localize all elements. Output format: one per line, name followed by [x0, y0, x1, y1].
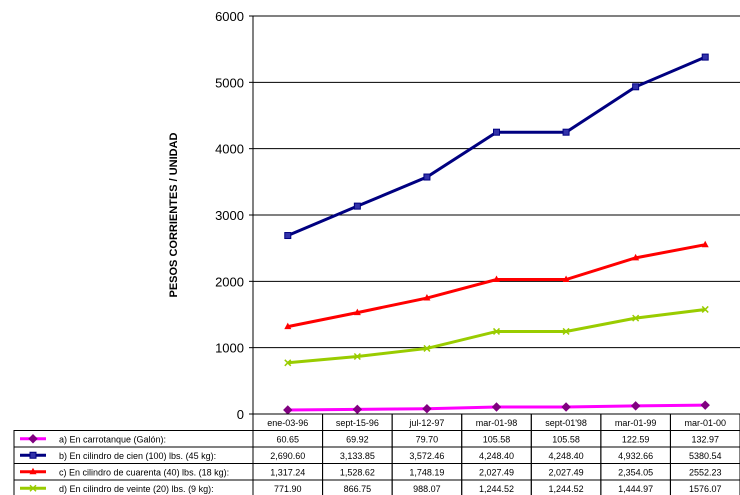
data-point-marker	[493, 128, 500, 136]
data-value-label: 122.59	[622, 435, 650, 445]
data-value-label: 79.70	[416, 435, 439, 445]
x-category-label: jul-12-97	[408, 418, 444, 428]
data-value-label: 105.58	[552, 435, 580, 445]
data-value-label: 2552.23	[689, 468, 722, 478]
data-value-label: 2,027.49	[479, 468, 514, 478]
data-point-marker	[29, 467, 37, 475]
data-value-label: 4,248.40	[479, 451, 514, 461]
grid-layer	[253, 15, 740, 415]
data-value-label: 3,133.85	[340, 451, 375, 461]
data-value-label: 105.58	[483, 435, 511, 445]
data-point-marker	[423, 344, 431, 352]
data-point-marker	[561, 402, 571, 412]
data-value-label: 1,244.52	[479, 484, 514, 494]
y-axis: 0 1000 2000 3000 4000 5000 6000	[215, 9, 254, 422]
x-category-label: mar-01-98	[476, 418, 518, 428]
data-value-label: 69.92	[346, 435, 369, 445]
x-category-label: sept-15-96	[336, 418, 379, 428]
data-value-label: 3,572.46	[409, 451, 444, 461]
data-point-marker	[353, 202, 361, 210]
series-line	[287, 55, 706, 237]
data-value-label: 866.75	[344, 484, 372, 494]
data-value-label: 4,248.40	[549, 451, 584, 461]
data-value-label: 1,528.62	[340, 468, 375, 478]
x-category-label: mar-01-99	[615, 418, 657, 428]
x-category-label: mar-01-00	[684, 418, 726, 428]
data-point-marker	[562, 275, 570, 283]
data-value-label: 771.90	[274, 484, 302, 494]
series-3	[284, 305, 709, 367]
y-tick-label: 2000	[215, 274, 244, 289]
series-layer	[283, 53, 710, 415]
data-point-marker	[352, 404, 363, 415]
data-value-label: 1,748.19	[409, 468, 444, 478]
data-value-label: 60.65	[277, 435, 300, 445]
series-1	[284, 53, 709, 240]
data-value-label: 4,932.66	[618, 451, 653, 461]
data-point-marker	[632, 83, 640, 91]
data-value-label: 988.07	[413, 484, 441, 494]
legend-label: d) En cilindro de veinte (20) lbs. (9 kg…	[59, 484, 214, 494]
y-tick-label: 6000	[215, 9, 244, 24]
series-line	[287, 307, 706, 365]
x-category-label: ene-03-96	[267, 418, 308, 428]
data-point-marker	[493, 275, 500, 283]
data-point-marker	[632, 253, 640, 261]
data-point-marker	[562, 327, 570, 335]
y-axis-title: PESOS CORRIENTES / UNIDAD	[168, 132, 180, 297]
legend-label: b) En cilindro de cien (100) lbs. (45 kg…	[59, 451, 216, 461]
data-point-marker	[562, 128, 570, 136]
data-point-marker	[283, 405, 293, 415]
data-point-marker	[29, 484, 37, 492]
data-value-label: 5380.54	[689, 451, 722, 461]
data-value-label: 1,444.97	[618, 484, 653, 494]
y-tick-label: 3000	[215, 208, 244, 223]
data-value-label: 1576.07	[689, 484, 722, 494]
data-value-label: 132.97	[691, 435, 719, 445]
data-point-marker	[701, 240, 709, 248]
data-point-marker	[353, 352, 361, 361]
legend-label: c) En cilindro de cuarenta (40) lbs. (18…	[59, 468, 229, 478]
data-point-marker	[29, 451, 37, 459]
data-point-marker	[701, 53, 709, 61]
data-point-marker	[422, 404, 432, 414]
data-value-label: 2,354.05	[618, 468, 653, 478]
y-tick-label: 4000	[215, 142, 244, 157]
series-line	[287, 243, 706, 329]
data-table: ene-03-96 sept-15-96 jul-12-97 mar-01-98 sep…	[13, 413, 740, 495]
y-tick-label: 0	[237, 407, 244, 422]
data-point-marker	[423, 294, 431, 301]
data-point-marker	[284, 322, 292, 330]
legend-label: a) En carrotanque (Galón):	[59, 435, 166, 445]
data-point-marker	[423, 173, 431, 181]
data-point-marker	[353, 308, 361, 316]
data-point-marker	[630, 401, 641, 411]
data-point-marker	[28, 434, 38, 444]
table-cell	[669, 479, 740, 495]
data-point-marker	[700, 400, 710, 410]
data-value-label: 1,244.52	[549, 484, 584, 494]
data-point-marker	[284, 359, 292, 367]
data-point-marker	[701, 305, 709, 313]
y-tick-label: 5000	[215, 75, 244, 90]
data-point-marker	[491, 402, 502, 412]
data-value-label: 2,027.49	[549, 468, 584, 478]
y-tick-label: 1000	[215, 341, 244, 356]
series-2	[284, 240, 709, 330]
data-value-label: 1,317.24	[270, 468, 305, 478]
series-0	[283, 400, 710, 415]
x-category-label: sept-01'98	[545, 418, 587, 428]
data-value-label: 2,690.60	[270, 451, 305, 461]
data-point-marker	[284, 232, 292, 240]
data-point-marker	[492, 327, 501, 335]
data-point-marker	[632, 314, 640, 322]
